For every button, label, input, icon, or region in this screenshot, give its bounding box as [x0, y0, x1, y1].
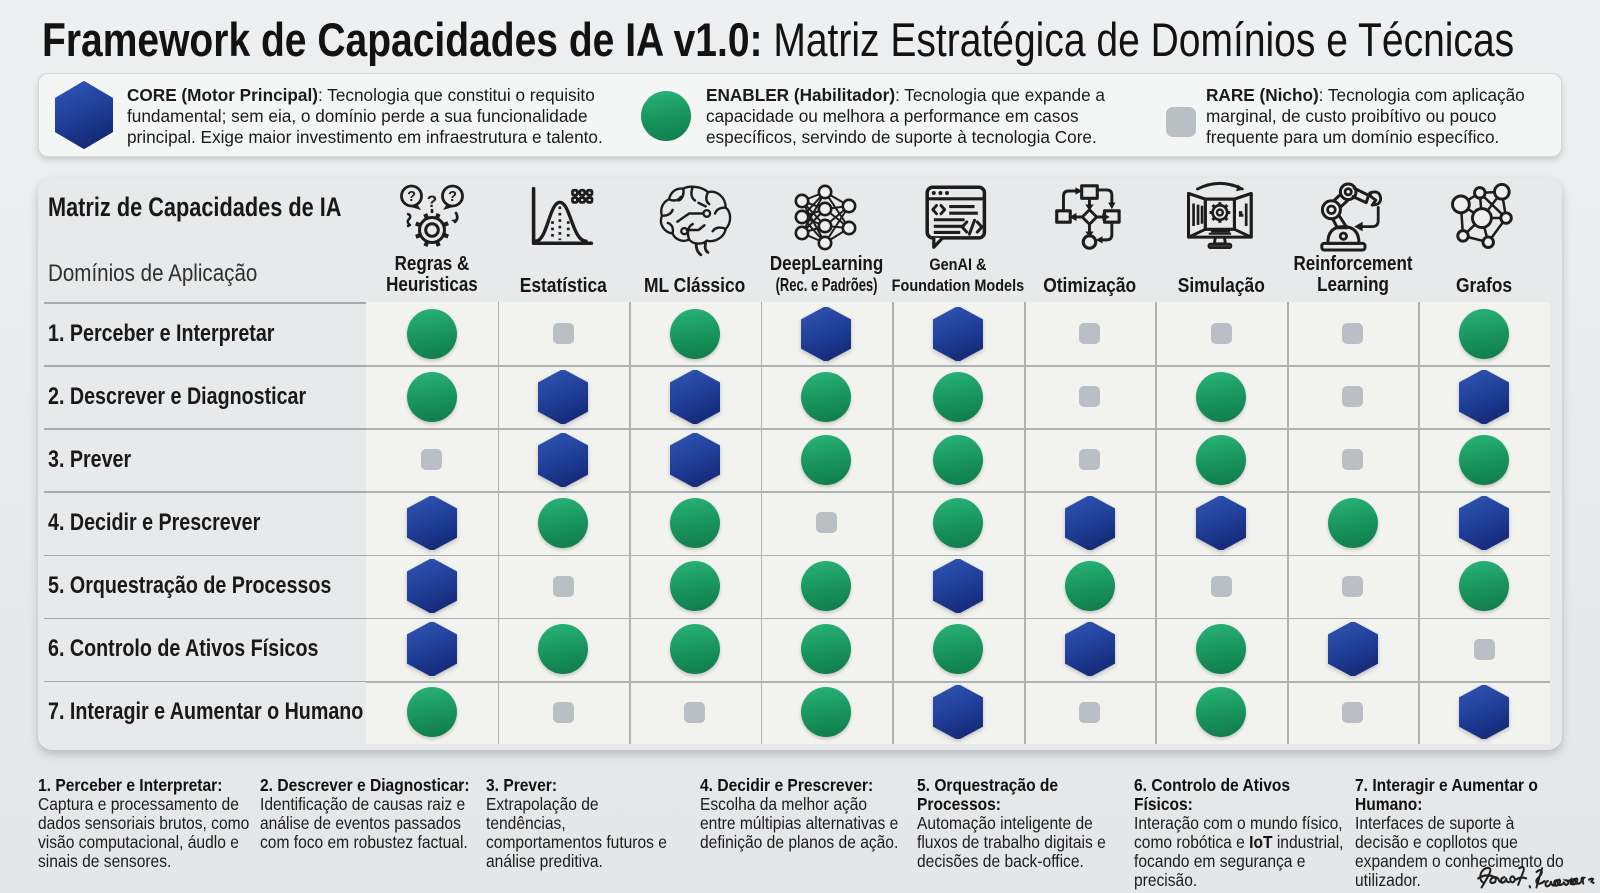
svg-text:?: ? — [427, 192, 437, 211]
svg-text:?: ? — [448, 189, 457, 205]
svg-text:?: ? — [407, 189, 416, 205]
